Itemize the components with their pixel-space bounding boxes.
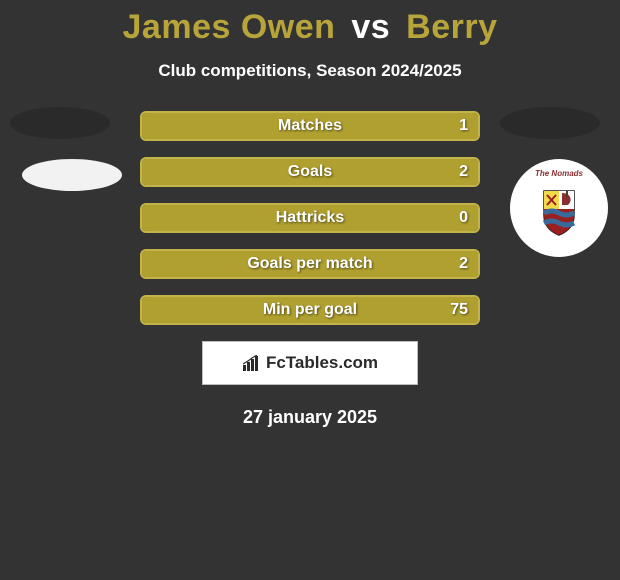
club-badge: The Nomads [510, 159, 608, 257]
left-ellipse-2 [22, 159, 122, 191]
left-badge-column [10, 107, 110, 211]
stat-value: 1 [459, 117, 468, 135]
right-ellipse-1 [500, 107, 600, 139]
title-player-b: Berry [406, 8, 497, 46]
title-player-a: James Owen [123, 8, 336, 46]
stat-bar: Goals 2 [140, 157, 480, 187]
stat-label: Goals [142, 163, 478, 181]
club-crest-icon [524, 173, 594, 243]
stat-value: 2 [459, 163, 468, 181]
brand-text: FcTables.com [266, 353, 378, 373]
stat-label: Matches [142, 117, 478, 135]
stat-bar: Goals per match 2 [140, 249, 480, 279]
subtitle: Club competitions, Season 2024/2025 [0, 61, 620, 81]
date-line: 27 january 2025 [0, 407, 620, 428]
stats-bars: Matches 1 Goals 2 Hattricks 0 Goals per … [140, 111, 480, 325]
stat-label: Min per goal [142, 301, 478, 319]
club-banner-text: The Nomads [535, 169, 583, 178]
stat-bar: Hattricks 0 [140, 203, 480, 233]
stat-label: Goals per match [142, 255, 478, 273]
brand-box: FcTables.com [202, 341, 418, 385]
stats-area: The Nomads Matches 1 Goals 2 [0, 111, 620, 325]
bar-chart-icon [242, 355, 262, 371]
stat-value: 0 [459, 209, 468, 227]
right-badge-column: The Nomads [510, 107, 610, 257]
stat-value: 75 [450, 301, 468, 319]
stat-bar: Min per goal 75 [140, 295, 480, 325]
stat-label: Hattricks [142, 209, 478, 227]
stat-value: 2 [459, 255, 468, 273]
left-ellipse-1 [10, 107, 110, 139]
page-title: James Owen vs Berry [0, 0, 620, 47]
title-vs: vs [351, 8, 390, 46]
stat-bar: Matches 1 [140, 111, 480, 141]
